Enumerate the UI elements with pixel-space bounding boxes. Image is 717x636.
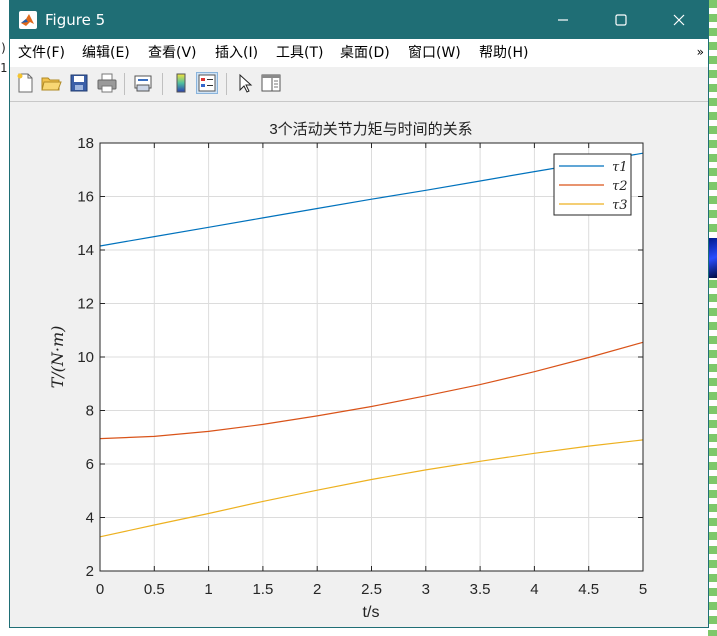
menu-item[interactable]: 工具(T) xyxy=(276,45,324,61)
legend-button[interactable] xyxy=(196,72,218,94)
legend-label: τ2 xyxy=(612,179,627,194)
toolbar-separator xyxy=(124,73,125,95)
menu-item[interactable]: 窗口(W) xyxy=(408,45,461,61)
chart[interactable]: 0 0.5 1 1.5 2 2.5 3 3.5 4 4.5 5 2 4 6 8 10 12 14 16 18 3个活动… xyxy=(10,102,708,627)
figure-window: Figure 5 » 文件(F) 编辑(E) 查看(V) 插入(I) 工具(T) 桌面(D… xyxy=(9,0,709,628)
y-tick-label: 2 xyxy=(86,563,94,580)
menu-item[interactable]: 文件(F) xyxy=(18,45,65,61)
y-tick-label: 6 xyxy=(86,456,94,473)
menu-item[interactable]: 插入(I) xyxy=(215,45,259,61)
series-line-3[interactable] xyxy=(99,439,644,538)
new-figure-icon[interactable] xyxy=(14,72,36,94)
plot-area: 0 0.5 1 1.5 2 2.5 3 3.5 4 4.5 5 2 4 6 8 10 12 14 16 18 3个活动… xyxy=(10,102,708,627)
y-tick-label: 4 xyxy=(86,510,94,527)
x-tick-label: 4 xyxy=(530,581,538,598)
property-inspector-icon[interactable] xyxy=(260,72,282,94)
x-tick-label: 3 xyxy=(422,581,430,598)
menu-item[interactable]: 桌面(D) xyxy=(340,45,390,61)
window-title: Figure 5 xyxy=(45,11,106,29)
x-tick-label: 1 xyxy=(204,581,212,598)
x-tick-label: 2.5 xyxy=(361,581,382,598)
pointer-icon[interactable] xyxy=(234,72,256,94)
save-icon[interactable] xyxy=(68,72,90,94)
link-plot-icon[interactable] xyxy=(132,72,154,94)
minimize-icon xyxy=(558,19,568,21)
close-icon xyxy=(673,14,685,26)
chart-title: 3个活动关节力矩与时间的关系 xyxy=(269,121,472,138)
toolbar-separator xyxy=(162,73,163,95)
maximize-icon xyxy=(615,14,627,26)
x-tick-label: 0.5 xyxy=(144,581,165,598)
legend-label: τ3 xyxy=(612,198,627,213)
colorbar-icon[interactable] xyxy=(170,72,192,94)
figure-toolbar xyxy=(10,67,708,102)
close-button[interactable] xyxy=(650,1,708,39)
x-tick-label: 1.5 xyxy=(252,581,273,598)
matlab-logo-icon xyxy=(19,11,37,29)
x-tick-label: 4.5 xyxy=(578,581,599,598)
background-window-edge xyxy=(708,0,717,636)
legend-icon xyxy=(198,74,216,92)
y-tick-label: 18 xyxy=(77,135,94,152)
menu-overflow-icon[interactable]: » xyxy=(696,45,704,59)
series-line-1[interactable] xyxy=(99,152,644,247)
maximize-button[interactable] xyxy=(592,1,650,39)
background-window-fragment xyxy=(709,238,717,278)
y-tick-label: 10 xyxy=(77,349,94,366)
background-text-line: 1 xyxy=(0,61,8,75)
y-tick-label: 12 xyxy=(77,296,94,313)
legend[interactable]: τ1 τ2 τ3 xyxy=(553,153,632,216)
minimize-button[interactable] xyxy=(534,1,592,39)
background-text: ) 1 xyxy=(0,38,7,78)
menu-item[interactable]: 编辑(E) xyxy=(82,45,130,61)
menu-bar: » 文件(F) 编辑(E) 查看(V) 插入(I) 工具(T) 桌面(D) 窗口(W) 帮助(… xyxy=(10,39,708,67)
y-tick-label: 16 xyxy=(77,189,94,206)
y-axis-label: T/(N·m) xyxy=(48,326,67,389)
x-axis-label: t/s xyxy=(363,604,380,621)
legend-label: τ1 xyxy=(612,160,627,175)
y-tick-label: 8 xyxy=(86,403,94,420)
y-tick-label: 14 xyxy=(77,242,94,259)
toolbar-separator xyxy=(226,73,227,95)
x-tick-label: 5 xyxy=(639,581,647,598)
background-text-line: ) xyxy=(0,41,8,55)
menu-item[interactable]: 帮助(H) xyxy=(479,45,529,61)
print-icon[interactable] xyxy=(96,72,118,94)
x-tick-label: 3.5 xyxy=(470,581,491,598)
series-line-2[interactable] xyxy=(99,341,644,440)
menu-item[interactable]: 查看(V) xyxy=(148,45,197,61)
x-tick-label: 2 xyxy=(313,581,321,598)
open-file-icon[interactable] xyxy=(40,72,62,94)
x-tick-label: 0 xyxy=(96,581,104,598)
title-bar[interactable]: Figure 5 xyxy=(10,1,708,39)
